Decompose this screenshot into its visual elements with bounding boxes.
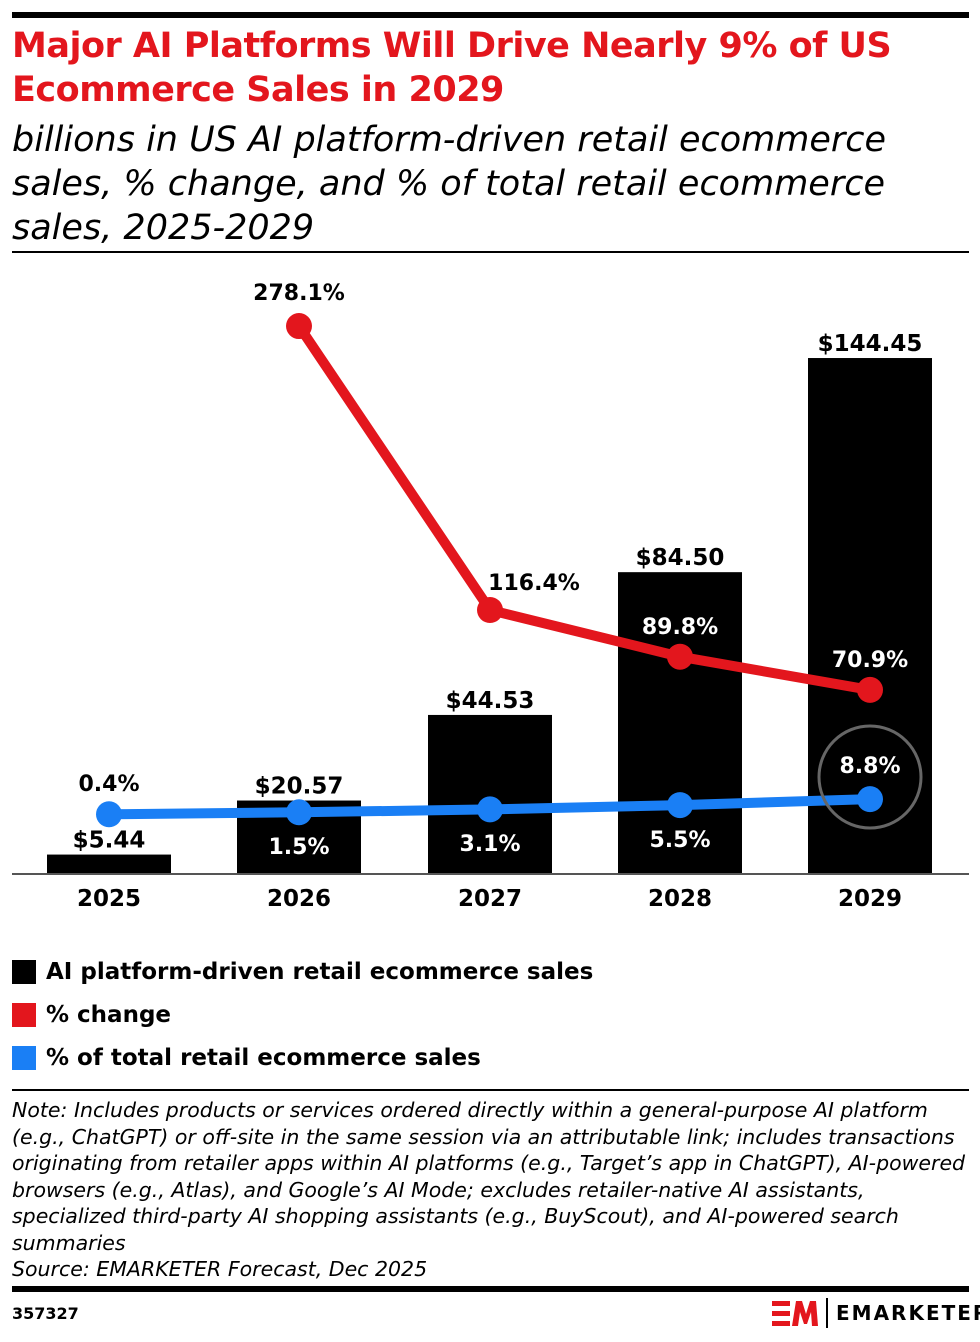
- bar-2027: [428, 714, 552, 874]
- bar-value-label: $20.57: [255, 774, 344, 800]
- legend-label: AI platform-driven retail ecommerce sale…: [46, 958, 594, 985]
- pct-share-point: [667, 792, 693, 819]
- note-divider: [12, 1089, 969, 1091]
- pct-change-label: 89.8%: [642, 615, 718, 640]
- legend: AI platform-driven retail ecommerce sale…: [12, 950, 593, 1079]
- pct-change-label: 116.4%: [488, 571, 580, 596]
- legend-item-change: % change: [12, 993, 593, 1036]
- pct-share-point: [857, 786, 883, 813]
- legend-swatch-black: [12, 959, 36, 984]
- pct-change-point: [857, 676, 883, 703]
- legend-item-sales: AI platform-driven retail ecommerce sale…: [12, 950, 593, 993]
- legend-label: % change: [46, 1001, 172, 1028]
- pct-share-point: [286, 799, 312, 826]
- pct-share-label: 3.1%: [459, 832, 520, 857]
- x-tick-label: 2026: [267, 886, 331, 912]
- x-tick-label: 2029: [838, 886, 902, 912]
- pct-change-label: 278.1%: [253, 281, 345, 306]
- chart-id: 357327: [12, 1304, 79, 1323]
- pct-change-point: [667, 643, 693, 670]
- em-logo-mark-icon: [772, 1301, 818, 1326]
- pct-share-point: [477, 796, 503, 823]
- bar-value-label: $84.50: [636, 545, 725, 571]
- pct-change-point: [286, 313, 312, 340]
- bar-value-label: $144.45: [818, 331, 923, 357]
- chart-title: Major AI Platforms Will Drive Nearly 9% …: [12, 26, 892, 110]
- note-block: Note: Includes products or services orde…: [12, 1097, 972, 1283]
- x-tick-label: 2028: [648, 886, 712, 912]
- legend-swatch-blue: [12, 1045, 36, 1070]
- pct-share-label: 8.8%: [839, 754, 900, 779]
- header-divider: [12, 251, 969, 253]
- pct-share-label: 0.4%: [78, 772, 139, 797]
- bar-value-label: $44.53: [446, 688, 535, 714]
- top-rule: [12, 12, 969, 18]
- legend-item-share: % of total retail ecommerce sales: [12, 1036, 593, 1079]
- bar-2025: [47, 854, 171, 874]
- pct-share-point: [96, 801, 122, 828]
- pct-share-label: 5.5%: [649, 828, 710, 853]
- legend-swatch-red: [12, 1002, 36, 1027]
- pct-share-label: 1.5%: [268, 835, 329, 860]
- emarketer-logo: EMARKETER: [772, 1298, 980, 1328]
- source-text: Source: EMARKETER Forecast, Dec 2025: [12, 1257, 428, 1281]
- pct-change-label: 70.9%: [832, 648, 908, 673]
- note-text: Note: Includes products or services orde…: [12, 1098, 966, 1255]
- pct-change-point: [477, 597, 503, 623]
- legend-label: % of total retail ecommerce sales: [46, 1044, 481, 1071]
- chart-subtitle: billions in US AI platform-driven retail…: [12, 120, 887, 248]
- chart-plot: 2025 2026 2027 2028 2029 $5.44 $20.57 $44.53 $84…: [12, 281, 969, 912]
- x-tick-label: 2025: [77, 886, 141, 912]
- bar-value-label: $5.44: [73, 828, 146, 854]
- bar-2028: [618, 572, 742, 874]
- pct-change-line: [294, 323, 871, 695]
- x-tick-label: 2027: [458, 886, 522, 912]
- brand-name: EMARKETER: [826, 1298, 980, 1328]
- highlight-circle: [817, 724, 923, 830]
- bottom-rule: [12, 1286, 969, 1292]
